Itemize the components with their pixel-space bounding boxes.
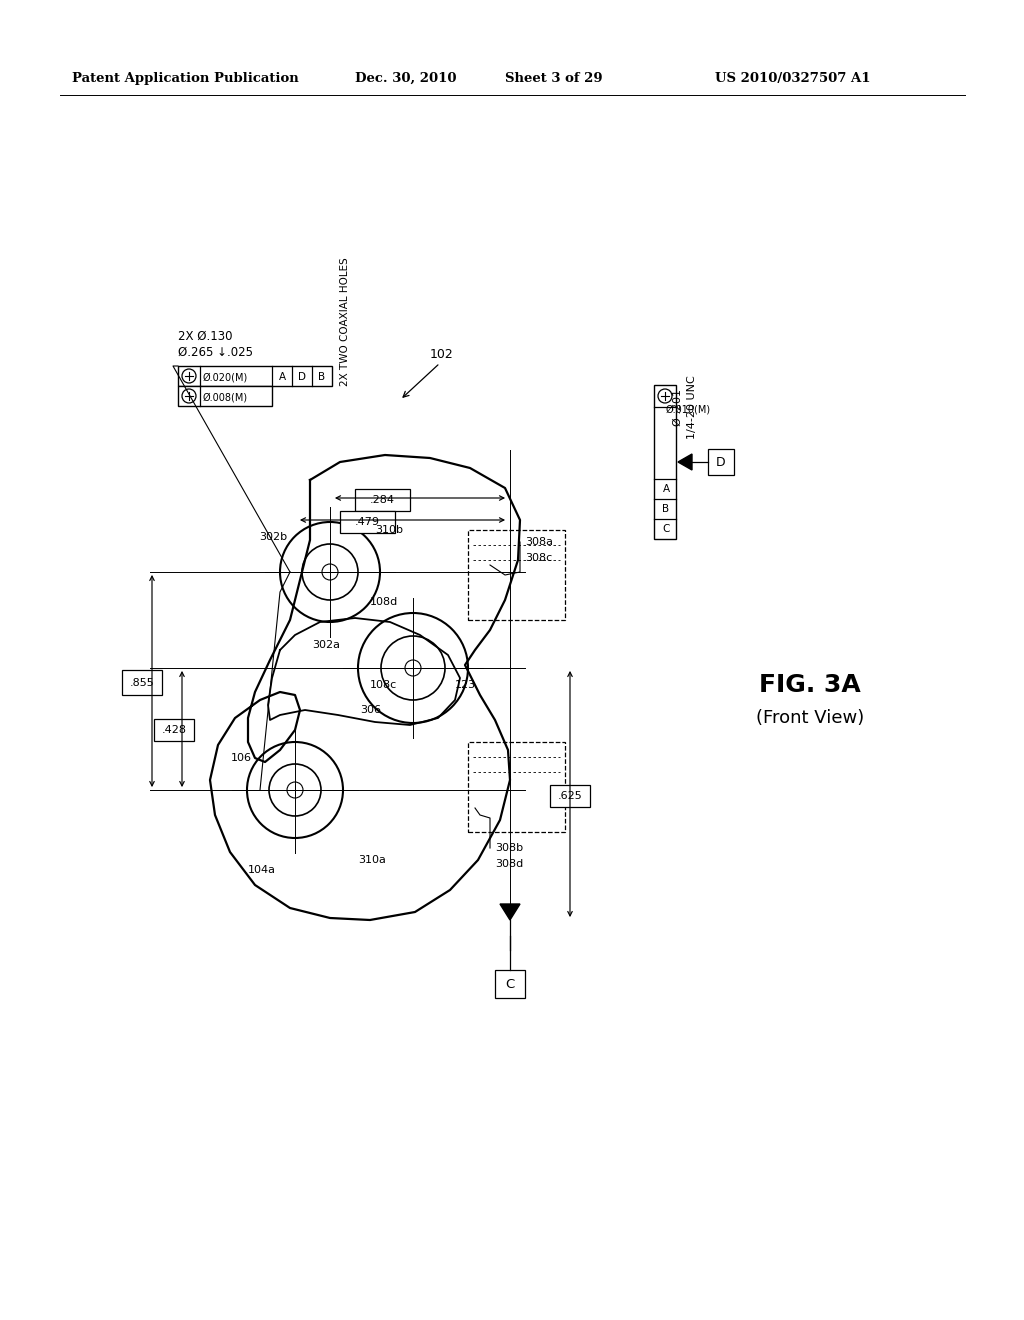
- Text: .428: .428: [162, 725, 186, 735]
- Text: D: D: [298, 372, 306, 381]
- Text: 104a: 104a: [248, 865, 276, 875]
- Text: B: B: [663, 504, 670, 513]
- FancyBboxPatch shape: [178, 385, 272, 407]
- Text: 106: 106: [231, 752, 252, 763]
- Text: 308c: 308c: [525, 553, 552, 564]
- Text: 1/4-20 UNC: 1/4-20 UNC: [687, 375, 697, 438]
- Text: Ø.020(M): Ø.020(M): [203, 372, 248, 381]
- Text: 2X Ø.130: 2X Ø.130: [178, 330, 232, 343]
- Text: .855: .855: [130, 678, 155, 688]
- FancyBboxPatch shape: [178, 366, 332, 385]
- Text: 306: 306: [360, 705, 381, 715]
- Text: 302b: 302b: [259, 532, 287, 543]
- Text: C: C: [663, 524, 670, 535]
- FancyBboxPatch shape: [550, 785, 590, 807]
- Text: 310a: 310a: [358, 855, 386, 865]
- Text: B: B: [318, 372, 326, 381]
- Polygon shape: [678, 454, 692, 470]
- FancyBboxPatch shape: [355, 488, 410, 511]
- Text: D: D: [716, 455, 726, 469]
- Text: 102: 102: [430, 348, 454, 362]
- Text: 308b: 308b: [495, 843, 523, 853]
- Text: 123: 123: [455, 680, 476, 690]
- FancyBboxPatch shape: [154, 719, 194, 741]
- Text: 310b: 310b: [375, 525, 403, 535]
- Text: A: A: [279, 372, 286, 381]
- FancyBboxPatch shape: [708, 449, 734, 475]
- Text: FIG. 3A: FIG. 3A: [759, 673, 861, 697]
- FancyBboxPatch shape: [122, 671, 162, 696]
- Text: .479: .479: [354, 517, 380, 527]
- Text: 308d: 308d: [495, 859, 523, 869]
- FancyBboxPatch shape: [340, 511, 395, 533]
- Text: Sheet 3 of 29: Sheet 3 of 29: [505, 73, 603, 84]
- Text: 308a: 308a: [525, 537, 553, 546]
- Polygon shape: [500, 904, 520, 920]
- Text: C: C: [506, 978, 515, 990]
- Text: Ø.008(M): Ø.008(M): [203, 392, 248, 403]
- Text: 108d: 108d: [370, 597, 398, 607]
- Text: .284: .284: [370, 495, 394, 506]
- Text: 2X TWO COAXIAL HOLES: 2X TWO COAXIAL HOLES: [340, 257, 350, 385]
- Text: Ø.010(M): Ø.010(M): [666, 405, 711, 414]
- Text: 108c: 108c: [370, 680, 397, 690]
- Text: Patent Application Publication: Patent Application Publication: [72, 73, 299, 84]
- Text: 302a: 302a: [312, 640, 340, 649]
- Text: (Front View): (Front View): [756, 709, 864, 727]
- FancyBboxPatch shape: [495, 970, 525, 998]
- Text: A: A: [663, 484, 670, 494]
- FancyBboxPatch shape: [654, 385, 676, 539]
- Text: Ø .201: Ø .201: [673, 388, 683, 425]
- Text: Ø.265 ↓.025: Ø.265 ↓.025: [178, 346, 253, 359]
- Text: .625: .625: [558, 791, 583, 801]
- Text: US 2010/0327507 A1: US 2010/0327507 A1: [715, 73, 870, 84]
- Text: Dec. 30, 2010: Dec. 30, 2010: [355, 73, 457, 84]
